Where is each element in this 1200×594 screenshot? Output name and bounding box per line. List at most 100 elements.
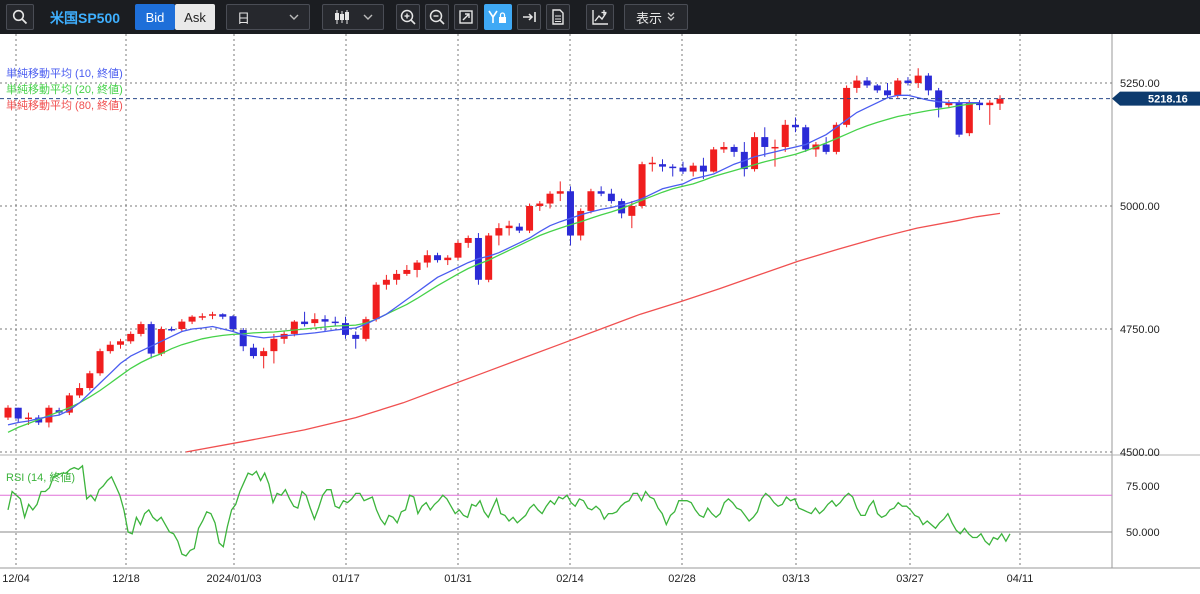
toolbar: 米国SP500 Bid Ask 日 表示 bbox=[0, 0, 1200, 34]
candle-up bbox=[423, 255, 431, 263]
candle-down bbox=[955, 102, 963, 135]
y-tick-label: 4500.00 bbox=[1120, 447, 1160, 459]
document-icon bbox=[552, 9, 564, 25]
candle-down bbox=[791, 124, 799, 128]
rsi-label: RSI (14, 終値) bbox=[6, 470, 75, 484]
candle-down bbox=[321, 319, 329, 322]
candle-up bbox=[894, 80, 902, 96]
candle-down bbox=[659, 164, 667, 167]
candle-up bbox=[638, 164, 646, 206]
candle-up bbox=[413, 262, 421, 270]
zoom-in-button[interactable] bbox=[396, 4, 420, 30]
candle-up bbox=[965, 102, 973, 134]
y-lock-icon bbox=[488, 10, 506, 23]
candle-up bbox=[454, 242, 462, 258]
candle-down bbox=[679, 167, 687, 172]
document-button[interactable] bbox=[546, 4, 570, 30]
symbol-name[interactable]: 米国SP500 bbox=[50, 10, 121, 26]
zoom-out-button[interactable] bbox=[425, 4, 449, 30]
candle-down bbox=[239, 329, 247, 347]
candle-up bbox=[945, 102, 953, 106]
candle-up bbox=[209, 314, 217, 316]
candle-down bbox=[873, 85, 881, 91]
candle-up bbox=[116, 341, 124, 345]
chart-plus-icon bbox=[592, 10, 608, 25]
legend-entry: 単純移動平均 (20, 終値) bbox=[6, 82, 123, 96]
candle-down bbox=[249, 347, 257, 357]
candle-up bbox=[86, 373, 94, 389]
timeframe-select[interactable]: 日 bbox=[226, 4, 310, 30]
arrow-to-end-icon bbox=[523, 12, 536, 22]
x-tick-label: 12/18 bbox=[112, 573, 140, 585]
legend-entry: 単純移動平均 (80, 終値) bbox=[6, 98, 123, 112]
candle-down bbox=[607, 193, 615, 202]
candle-down bbox=[699, 165, 707, 172]
candle-up bbox=[536, 203, 544, 206]
candle-up bbox=[986, 102, 994, 106]
ask-label: Ask bbox=[184, 9, 206, 25]
candle-down bbox=[434, 255, 442, 261]
price-lock-button[interactable] bbox=[484, 4, 512, 30]
last-price-label: 5218.16 bbox=[1148, 94, 1188, 106]
sma10-line bbox=[7, 94, 980, 426]
x-tick-label: 01/17 bbox=[332, 573, 360, 585]
candle-down bbox=[761, 137, 769, 147]
candle-up bbox=[127, 333, 135, 342]
candle-up bbox=[843, 87, 851, 125]
candle-up bbox=[372, 284, 380, 320]
candlestick-icon bbox=[335, 10, 349, 24]
candle-up bbox=[311, 319, 319, 324]
legend-entry: 単純移動平均 (10, 終値) bbox=[6, 66, 123, 80]
search-button[interactable] bbox=[6, 4, 34, 30]
candle-down bbox=[822, 144, 830, 152]
bid-button[interactable]: Bid bbox=[135, 4, 175, 30]
add-indicator-button[interactable] bbox=[586, 4, 614, 30]
x-tick-label: 2024/01/03 bbox=[206, 573, 261, 585]
candle-up bbox=[393, 273, 401, 280]
search-icon bbox=[12, 9, 28, 25]
x-tick-label: 02/14 bbox=[556, 573, 584, 585]
candle-up bbox=[76, 388, 84, 396]
chevron-down-icon bbox=[363, 14, 373, 20]
candle-up bbox=[106, 344, 114, 352]
candle-down bbox=[976, 102, 984, 106]
candle-down bbox=[597, 191, 605, 194]
display-menu-button[interactable]: 表示 bbox=[624, 4, 688, 30]
rsi-tick-label: 50.000 bbox=[1126, 527, 1160, 539]
ask-button[interactable]: Ask bbox=[175, 4, 215, 30]
x-tick-label: 02/28 bbox=[668, 573, 696, 585]
jump-latest-button[interactable] bbox=[517, 4, 541, 30]
candle-up bbox=[996, 98, 1004, 104]
candle-down bbox=[352, 334, 360, 339]
candle-down bbox=[669, 166, 677, 169]
chart-type-select[interactable] bbox=[322, 4, 384, 30]
candle-up bbox=[689, 165, 697, 172]
candle-up bbox=[577, 210, 585, 236]
zoom-out-icon bbox=[429, 9, 445, 25]
chart-area[interactable]: 12/04 12/18 2024/01/03 01/17 01/31 02/14 02/28… bbox=[0, 34, 1200, 594]
candle-up bbox=[96, 351, 104, 374]
candle-down bbox=[168, 329, 176, 331]
candle-up bbox=[4, 407, 12, 418]
fit-button[interactable] bbox=[454, 4, 478, 30]
candle-up bbox=[403, 269, 411, 274]
candle-up bbox=[65, 395, 73, 413]
candle-up bbox=[444, 257, 452, 261]
candle-up bbox=[362, 319, 370, 339]
last-price-tag bbox=[1112, 91, 1200, 106]
candle-down bbox=[515, 226, 523, 231]
price-chart[interactable]: 12/04 12/18 2024/01/03 01/17 01/31 02/14 02/28… bbox=[0, 34, 1200, 594]
candle-up bbox=[505, 225, 513, 229]
candle-down bbox=[618, 201, 626, 214]
candle-down bbox=[147, 324, 155, 354]
candle-up bbox=[198, 316, 206, 318]
sma80-line bbox=[185, 212, 1001, 453]
candle-up bbox=[495, 228, 503, 236]
candle-down bbox=[802, 127, 810, 150]
rsi-tick-label: 75.000 bbox=[1126, 481, 1160, 493]
candle-up bbox=[188, 316, 196, 322]
y-tick-label: 5000.00 bbox=[1120, 201, 1160, 213]
x-tick-label: 03/27 bbox=[896, 573, 924, 585]
candle-up bbox=[137, 324, 145, 334]
candle-up bbox=[781, 124, 789, 147]
